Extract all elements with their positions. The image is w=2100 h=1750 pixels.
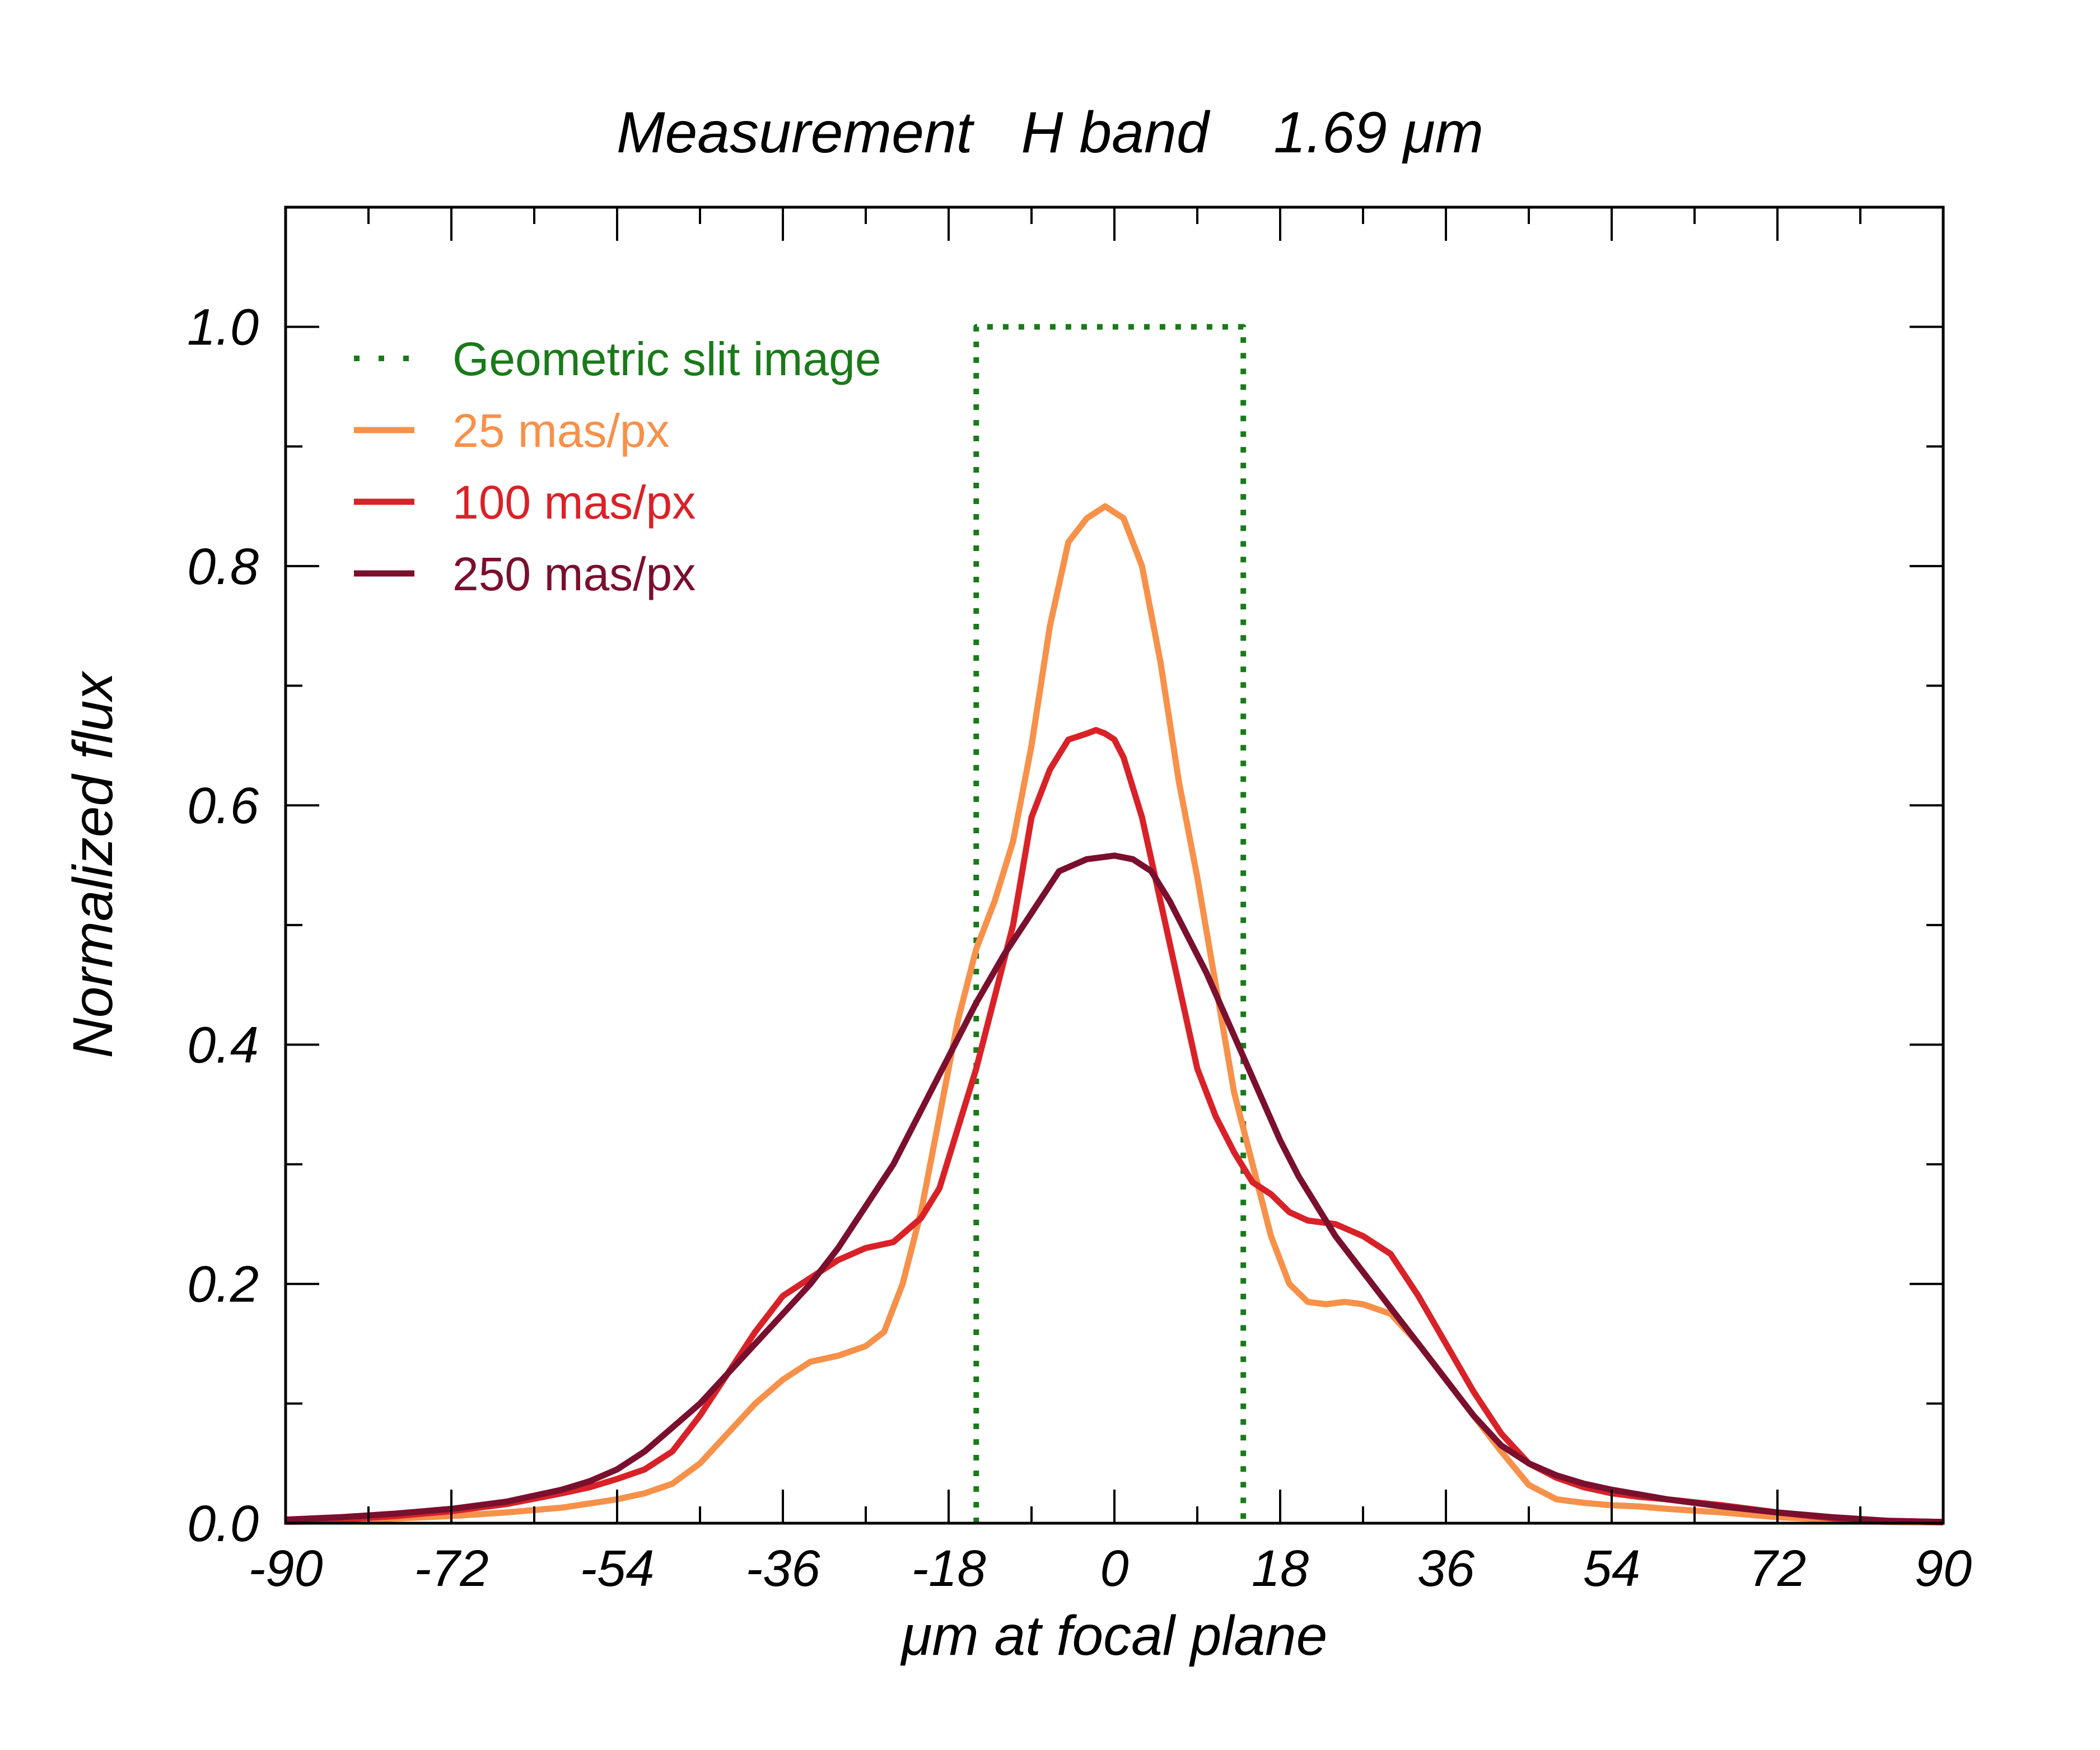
series-line-1 bbox=[285, 503, 1944, 1526]
x-tick-label: 0 bbox=[1100, 1540, 1128, 1597]
x-tick-label: 90 bbox=[1915, 1540, 1972, 1597]
x-tick-label: -36 bbox=[746, 1540, 821, 1597]
y-tick-label: 0.4 bbox=[187, 1016, 259, 1074]
x-tick-label: -18 bbox=[912, 1540, 986, 1597]
y-tick-label: 0.8 bbox=[187, 538, 259, 595]
y-tick-label: 0.2 bbox=[187, 1256, 259, 1313]
y-axis-label: Normalized flux bbox=[62, 670, 124, 1058]
series-layer bbox=[285, 324, 1944, 1526]
x-tick-labels: -90 -72 -54 -36 -18 0 18 36 54 72 90 bbox=[249, 1540, 1972, 1597]
x-tick-label: 18 bbox=[1252, 1540, 1309, 1597]
legend: Geometric slit image 25 mas/px 100 mas/px 2… bbox=[354, 333, 881, 600]
y-tick-label: 0.0 bbox=[187, 1495, 259, 1552]
series-line-0 bbox=[973, 324, 1247, 1523]
series-line-3 bbox=[285, 852, 1944, 1525]
legend-label-0: Geometric slit image bbox=[452, 333, 881, 385]
x-tick-label: -54 bbox=[580, 1540, 655, 1597]
x-tick-label: 54 bbox=[1583, 1540, 1640, 1597]
x-tick-label: 72 bbox=[1749, 1540, 1806, 1597]
legend-label-2: 100 mas/px bbox=[452, 476, 696, 529]
y-tick-label: 0.6 bbox=[187, 777, 259, 834]
y-tick-labels: 0.0 0.2 0.4 0.6 0.8 1.0 bbox=[187, 299, 259, 1552]
x-tick-label: -90 bbox=[249, 1540, 323, 1597]
x-axis-label: μm at focal plane bbox=[900, 1604, 1328, 1667]
ticks-layer bbox=[284, 206, 1944, 1524]
chart-title: Measurement H band 1.69 μm bbox=[617, 100, 1483, 165]
legend-label-1: 25 mas/px bbox=[452, 404, 670, 457]
x-tick-label: 36 bbox=[1417, 1540, 1475, 1597]
y-tick-label: 1.0 bbox=[187, 299, 259, 356]
legend-label-3: 250 mas/px bbox=[452, 548, 696, 600]
x-tick-label: -72 bbox=[414, 1540, 489, 1597]
